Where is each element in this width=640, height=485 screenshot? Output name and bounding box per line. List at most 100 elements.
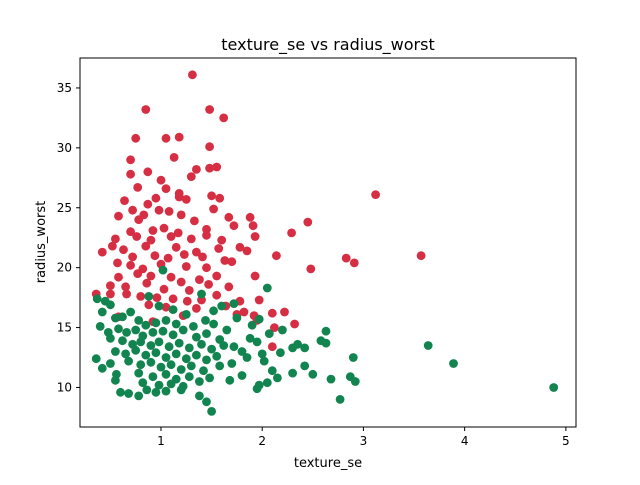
scatter-point-series-2 <box>176 365 186 374</box>
scatter-point-series-2 <box>195 391 204 401</box>
scatter-point-series-1 <box>141 241 151 251</box>
scatter-point-series-2 <box>262 283 272 293</box>
scatter-point-series-1 <box>174 192 184 202</box>
scatter-point-series-2 <box>225 375 235 385</box>
scatter-point-series-1 <box>126 169 135 179</box>
x-tick-label: 2 <box>258 434 266 448</box>
y-tick-label: 35 <box>57 81 72 95</box>
scatter-point-series-2 <box>195 377 204 386</box>
scatter-point-series-1 <box>108 241 117 251</box>
scatter-point-series-1 <box>272 251 281 261</box>
scatter-point-series-2 <box>264 329 274 338</box>
scatter-point-series-1 <box>212 271 222 281</box>
scatter-point-series-2 <box>245 333 255 343</box>
scatter-point-series-2 <box>106 359 115 368</box>
scatter-point-series-2 <box>242 353 252 362</box>
scatter-point-series-1 <box>113 258 122 268</box>
scatter-point-series-2 <box>278 325 287 335</box>
scatter-point-series-2 <box>186 361 196 371</box>
scatter-point-series-1 <box>186 172 196 182</box>
scatter-point-series-2 <box>259 356 269 366</box>
scatter-point-series-1 <box>146 271 156 281</box>
scatter-point-series-2 <box>106 333 115 343</box>
scatter-point-series-2 <box>184 343 194 353</box>
scatter-point-series-1 <box>106 281 115 290</box>
scatter-point-series-1 <box>171 242 181 252</box>
scatter-point-series-1 <box>371 190 380 200</box>
scatter-point-series-2 <box>207 407 217 416</box>
scatter-point-series-1 <box>290 319 299 329</box>
scatter-point-series-2 <box>209 319 219 329</box>
scatter-point-series-2 <box>114 324 123 334</box>
scatter-point-series-2 <box>217 301 227 311</box>
scatter-point-series-1 <box>133 183 143 192</box>
scatter-point-series-1 <box>106 289 115 299</box>
scatter-point-series-2 <box>151 348 161 358</box>
scatter-point-series-2 <box>166 360 176 370</box>
scatter-point-series-1 <box>143 167 153 177</box>
scatter-point-series-1 <box>111 234 120 244</box>
scatter-point-series-2 <box>247 320 257 330</box>
scatter-point-series-2 <box>449 359 458 368</box>
scatter-point-series-1 <box>250 232 260 241</box>
scatter-point-series-2 <box>202 397 211 407</box>
scatter-point-series-2 <box>348 353 358 362</box>
scatter-point-series-1 <box>161 133 171 143</box>
scatter-point-series-2 <box>212 351 222 361</box>
scatter-point-series-1 <box>156 175 166 185</box>
scatter-point-series-2 <box>122 328 131 337</box>
scatter-point-series-2 <box>276 348 285 358</box>
scatter-point-series-2 <box>232 313 242 323</box>
scatter-point-series-2 <box>308 369 318 379</box>
scatter-point-series-2 <box>136 337 146 347</box>
scatter-point-series-1 <box>202 230 211 240</box>
scatter-point-series-2 <box>156 362 166 372</box>
scatter-point-series-1 <box>224 282 234 292</box>
scatter-point-series-2 <box>219 341 229 350</box>
scatter-point-series-1 <box>214 244 224 253</box>
scatter-point-series-2 <box>178 325 188 335</box>
scatter-point-series-2 <box>423 341 433 350</box>
scatter-point-series-1 <box>150 251 160 261</box>
scatter-point-series-1 <box>152 293 162 302</box>
scatter-point-series-2 <box>95 322 105 331</box>
scatter-point-series-1 <box>166 272 176 282</box>
scatter-point-series-1 <box>184 286 194 295</box>
scatter-point-series-2 <box>111 375 120 385</box>
scatter-point-series-1 <box>270 323 279 332</box>
scatter-point-series-2 <box>321 326 331 336</box>
scatter-point-series-2 <box>116 387 125 397</box>
scatter-point-series-1 <box>207 191 217 201</box>
scatter-point-series-2 <box>131 325 141 335</box>
scatter-point-series-1 <box>205 163 215 173</box>
scatter-point-series-2 <box>300 361 310 371</box>
scatter-point-series-1 <box>306 264 316 274</box>
scatter-point-series-1 <box>144 300 154 310</box>
scatter-point-series-1 <box>168 294 178 304</box>
scatter-point-series-2 <box>141 350 151 360</box>
scatter-point-series-1 <box>143 199 153 209</box>
scatter-point-series-2 <box>161 386 171 396</box>
scatter-point-series-1 <box>248 221 258 231</box>
scatter-point-series-2 <box>148 372 158 382</box>
scatter-point-series-2 <box>134 368 144 378</box>
scatter-point-series-2 <box>184 372 194 382</box>
plot-area-frame <box>79 57 577 428</box>
scatter-point-series-2 <box>300 343 310 353</box>
scatter-point-series-2 <box>161 369 171 379</box>
scatter-point-series-2 <box>118 336 127 346</box>
scatter-point-series-1 <box>250 271 260 281</box>
scatter-point-series-1 <box>142 278 152 288</box>
scatter-point-series-2 <box>201 316 210 325</box>
scatter-point-series-1 <box>121 282 130 292</box>
scatter-point-series-2 <box>181 310 191 319</box>
scatter-point-series-2 <box>121 349 130 359</box>
scatter-point-series-1 <box>128 205 138 215</box>
points-layer <box>91 70 559 416</box>
scatter-point-series-1 <box>133 269 143 278</box>
y-tick-label: 15 <box>57 321 72 335</box>
scatter-point-series-1 <box>205 105 215 114</box>
